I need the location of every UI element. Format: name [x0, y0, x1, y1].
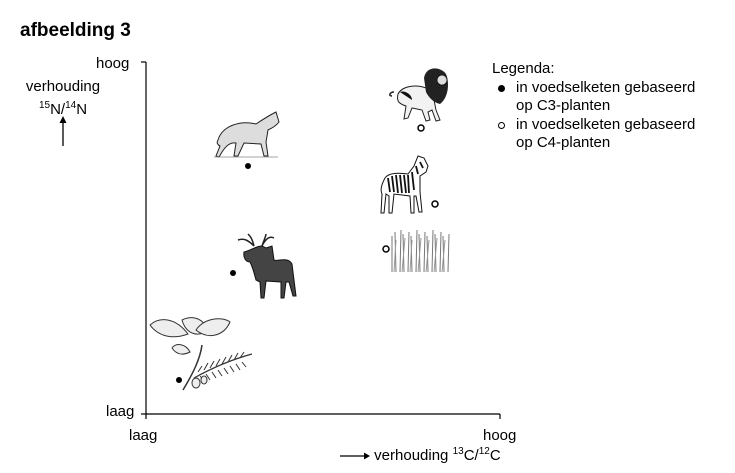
wolf-icon [214, 111, 280, 158]
legend: Legenda: in voedselketen gebaseerd op C3… [492, 60, 695, 152]
zebra-dot [431, 200, 439, 208]
leaves-plant-icon [149, 317, 253, 391]
filled-dot-icon [498, 85, 505, 92]
lion-dot [417, 124, 425, 132]
wolf-dot [245, 163, 251, 169]
legend-item-c4: in voedselketen gebaseerd op C4-planten [492, 116, 695, 152]
x-low-label: laag [129, 427, 158, 444]
moose-dot [230, 270, 236, 276]
open-dot-icon [498, 122, 505, 129]
y-axis-label: verhouding 15N/14N [22, 77, 104, 119]
legend-item-c3: in voedselketen gebaseerd op C3-planten [492, 79, 695, 115]
grass-icon [391, 229, 450, 273]
y-high-label: hoog [96, 55, 130, 72]
arrow-right-icon [340, 452, 370, 460]
grass-dot [382, 245, 390, 253]
legend-title: Legenda: [492, 60, 555, 77]
y-axis-ratio: 15N/14N [38, 100, 88, 118]
arrow-up-icon [59, 116, 67, 146]
figure-title: afbeelding 3 [20, 20, 131, 41]
lion-icon [389, 68, 448, 122]
x-high-label: hoog [483, 427, 517, 444]
zebra-icon [380, 155, 429, 214]
leaves-plant-dot [176, 377, 182, 383]
moose-icon [237, 233, 297, 299]
y-axis-label-text: verhouding [25, 78, 101, 95]
y-low-label: laag [106, 403, 135, 420]
x-axis-label: verhouding 13C/12C [340, 446, 501, 464]
axes [141, 61, 501, 419]
